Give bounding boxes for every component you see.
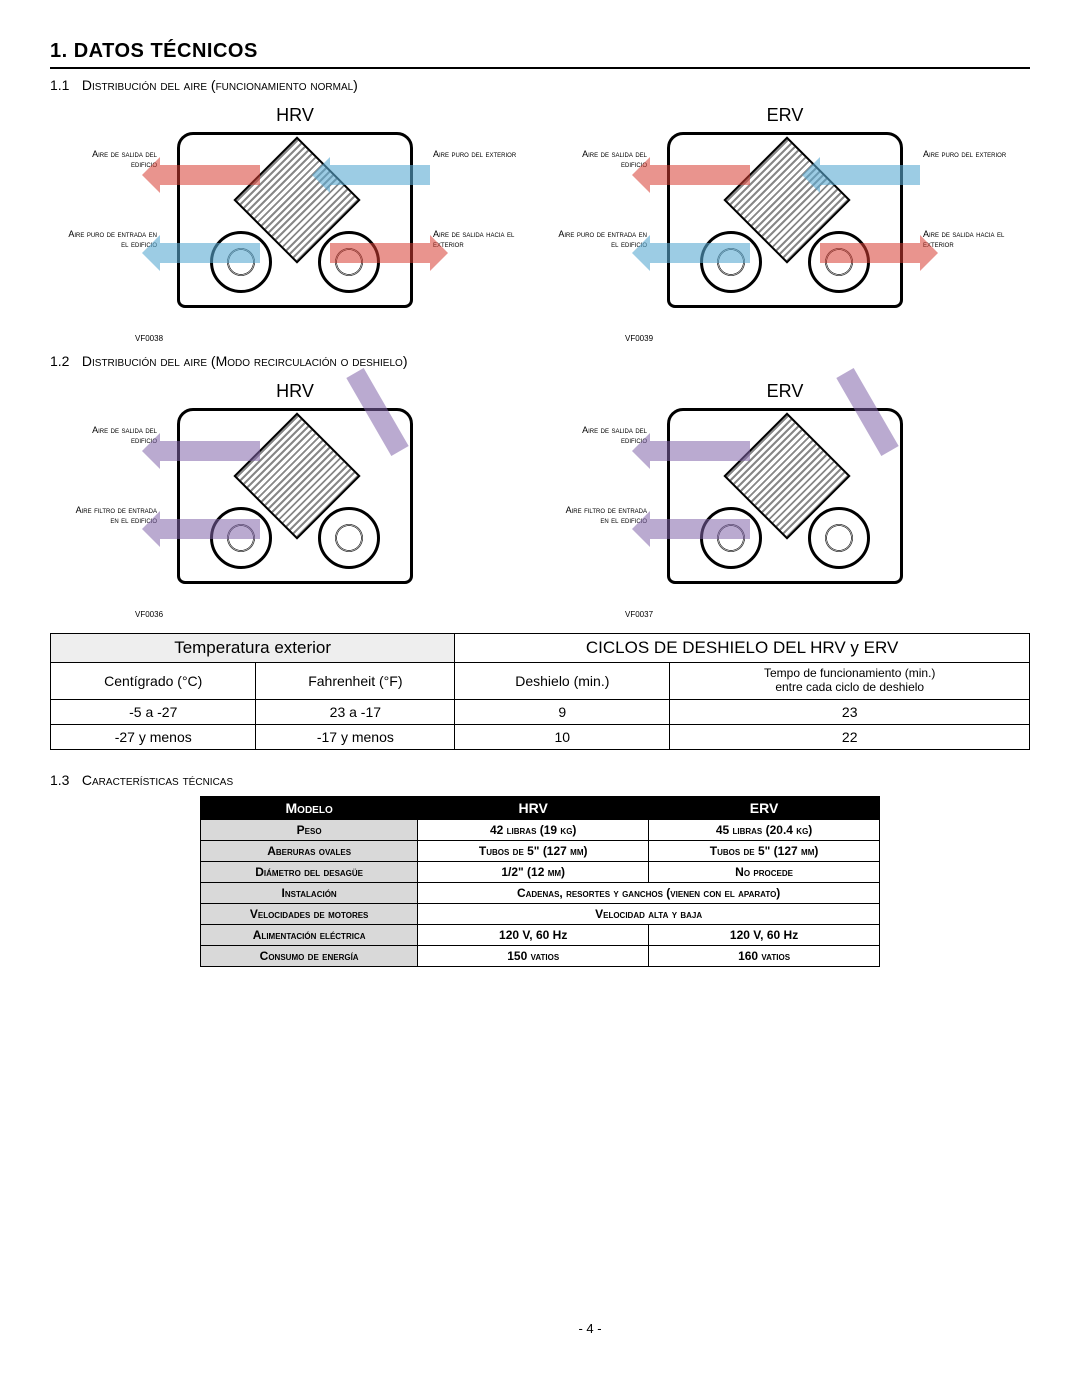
unit-housing	[177, 408, 413, 584]
sec13-num: 1.3	[50, 772, 78, 788]
erv-normal-diagram: Aire de salida del edificio Aire puro de…	[635, 132, 935, 332]
t2-h-erv: ERV	[649, 796, 880, 819]
t1-h-temp: Temperatura exterior	[51, 634, 455, 663]
t2-row-alimentacion: Alimentación eléctrica 120 V, 60 Hz 120 …	[201, 924, 880, 945]
diagram-row-1: HRV Aire de salida del edificio Aire pur…	[50, 101, 1030, 343]
hrv-title: HRV	[75, 105, 515, 126]
hrv-title-2: HRV	[75, 381, 515, 402]
t1-col-d: Deshielo (min.)	[455, 663, 670, 700]
flow-fresh-in	[330, 165, 430, 185]
unit-housing	[667, 408, 903, 584]
flow-exhaust-out	[820, 243, 920, 263]
hrv-defrost-block: HRV Aire de salida del edificio Aire fil…	[75, 377, 515, 619]
t2-row-velocidades: Velocidades de motores Velocidad alta y …	[201, 903, 880, 924]
erv-defrost-diagram: Aire de salida del edificio Aire filtro …	[635, 408, 935, 608]
t2-row-peso: Peso 42 libras (19 kg) 45 libras (20.4 k…	[201, 819, 880, 840]
specs-table: Modelo HRV ERV Peso 42 libras (19 kg) 45…	[200, 796, 880, 967]
flow-exhaust-out	[330, 243, 430, 263]
sec-1-3: 1.3 Características técnicas	[50, 772, 1030, 788]
t2-row-aberturas: Aberuras ovales Tubos de 5" (127 mm) Tub…	[201, 840, 880, 861]
sec-1-1: 1.1 Distribución del aire (funcionamient…	[50, 77, 1030, 93]
flow-recirc-in	[160, 441, 260, 461]
diagram-row-2: HRV Aire de salida del edificio Aire fil…	[50, 377, 1030, 619]
t2-row-consumo: Consumo de energía 150 vatios 160 vatios	[201, 945, 880, 966]
fan-right	[318, 507, 380, 569]
erv-title-2: ERV	[565, 381, 1005, 402]
flow-fresh-in	[820, 165, 920, 185]
hrv-normal-block: HRV Aire de salida del edificio Aire pur…	[75, 101, 515, 343]
t2-row-diametro: Diámetro del desagüe 1/2" (12 mm) No pro…	[201, 861, 880, 882]
hrv-normal-diagram: Aire de salida del edificio Aire puro de…	[145, 132, 445, 332]
t1-row-0: -5 a -27 23 a -17 9 23	[51, 699, 1030, 724]
flow-exhaust-in	[160, 165, 260, 185]
unit-housing	[667, 132, 903, 308]
t1-col-t: Tempo de funcionamiento (min.)entre cada…	[670, 663, 1030, 700]
t2-h-model: Modelo	[201, 796, 418, 819]
page-number: - 4 -	[50, 1321, 1080, 1336]
sec11-num: 1.1	[50, 77, 78, 93]
code-vf0038: VF0038	[135, 334, 515, 343]
flow-recirc-out	[650, 519, 750, 539]
fan-right	[808, 507, 870, 569]
erv-normal-block: ERV Aire de salida del edificio Aire pur…	[565, 101, 1005, 343]
t2-row-instalacion: Instalación Cadenas, resortes y ganchos …	[201, 882, 880, 903]
t2-h-hrv: HRV	[418, 796, 649, 819]
unit-housing	[177, 132, 413, 308]
t1-col-c: Centígrado (°C)	[51, 663, 256, 700]
hrv-defrost-diagram: Aire de salida del edificio Aire filtro …	[145, 408, 445, 608]
label-puro-exterior: Aire puro del exterior	[923, 150, 1013, 160]
t1-row-1: -27 y menos -17 y menos 10 22	[51, 724, 1030, 749]
t1-col-f: Fahrenheit (°F)	[256, 663, 455, 700]
erv-defrost-block: ERV Aire de salida del edificio Aire fil…	[565, 377, 1005, 619]
heading-rule	[50, 67, 1030, 69]
sec-1-2: 1.2 Distribución del aire (Modo recircul…	[50, 353, 1030, 369]
heading: 1. DATOS TÉCNICOS	[50, 40, 1030, 63]
flow-recirc-out	[160, 519, 260, 539]
flow-fresh-out	[650, 243, 750, 263]
t1-h-cycle: CICLOS DE DESHIELO DEL HRV y ERV	[455, 634, 1030, 663]
label-puro-exterior: Aire puro del exterior	[433, 150, 523, 160]
code-vf0036: VF0036	[135, 610, 515, 619]
sec12-num: 1.2	[50, 353, 78, 369]
sec12-title: Distribución del aire (Modo recirculació…	[82, 353, 408, 369]
code-vf0039: VF0039	[625, 334, 1005, 343]
flow-exhaust-in	[650, 165, 750, 185]
flow-fresh-out	[160, 243, 260, 263]
flow-recirc-in	[650, 441, 750, 461]
defrost-cycle-table: Temperatura exterior CICLOS DE DESHIELO …	[50, 633, 1030, 750]
sec13-title: Características técnicas	[82, 772, 233, 788]
erv-title: ERV	[565, 105, 1005, 126]
code-vf0037: VF0037	[625, 610, 1005, 619]
sec11-title: Distribución del aire (funcionamiento no…	[82, 77, 358, 93]
